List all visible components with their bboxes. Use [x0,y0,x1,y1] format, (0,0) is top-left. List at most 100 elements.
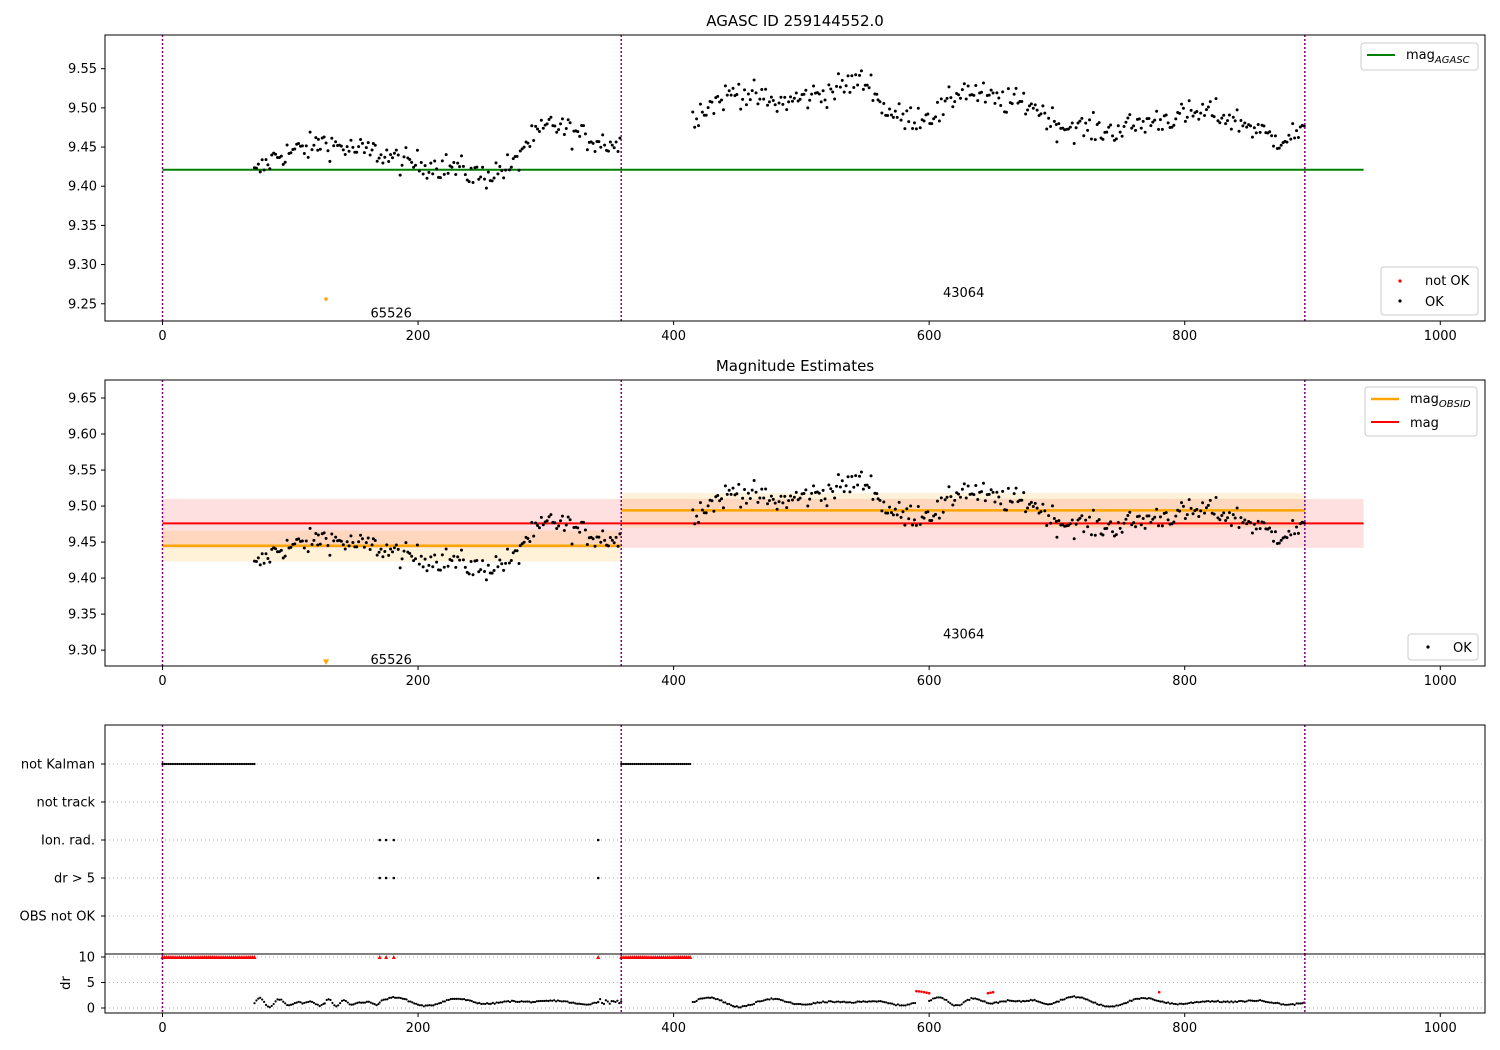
data-point [764,487,768,491]
data-point [616,544,620,548]
dr-point [892,1003,896,1006]
flag-point [211,762,214,766]
data-point [1049,521,1053,525]
dr-point [1122,1002,1126,1005]
dr-point [587,1003,590,1006]
dr-point [545,999,548,1002]
y-category-label: Ion. rad. [41,834,95,849]
data-point [1212,512,1216,516]
data-point [302,546,306,550]
flag-point [666,762,669,766]
dr-point [395,996,399,999]
dr-point [318,1004,321,1008]
data-point [720,497,724,501]
data-point [802,491,806,495]
data-point [989,88,993,92]
data-point [960,487,964,491]
dr-point [491,1001,494,1004]
data-point [875,492,879,496]
dr-point [1086,998,1089,1001]
plot-frame [104,34,1486,322]
dr-point [1237,999,1241,1003]
data-point [888,107,892,111]
dr-point [1236,1000,1239,1004]
data-point [1043,509,1047,513]
dr-point-not-ok [989,991,992,994]
dr-point [1191,1001,1195,1005]
dr-point [1061,998,1064,1001]
flag-point [216,762,220,766]
data-point [945,495,949,499]
data-point [993,500,997,504]
dr-point [530,1001,533,1004]
dr-point [1186,1002,1189,1005]
data-point [368,153,372,157]
data-point [316,533,320,537]
data-point [583,528,587,532]
data-point [1128,113,1132,117]
data-point [867,86,871,90]
dr-point [1002,1000,1006,1003]
data-point [787,100,791,104]
data-point [943,498,947,502]
data-point [1054,519,1058,523]
data-point [1078,516,1082,520]
data-point [444,547,448,551]
flag-point [643,762,646,766]
dr-point [1188,1001,1191,1005]
dr-point [731,1005,735,1008]
dr-point [595,1001,598,1005]
data-point [712,111,716,115]
data-point [502,176,506,180]
flag-point [378,838,382,842]
observation-id-label: 65526 [371,306,412,321]
legend-lower: not OK OK [1380,266,1479,316]
data-point [1204,108,1208,112]
dr-point [1107,1005,1110,1008]
dr-point [371,1002,374,1005]
data-point [366,536,370,540]
observation-id-label: 43064 [943,628,984,643]
data-point [957,492,961,496]
data-point [549,513,553,517]
data-point [798,496,802,500]
data-point [1086,128,1090,132]
dr-point [616,999,619,1002]
data-point [614,535,618,539]
data-point [766,502,770,506]
flag-point [687,762,690,766]
dr-point [393,996,397,999]
data-point [1151,517,1155,521]
data-point [530,124,534,128]
data-point [1203,113,1207,117]
data-point [314,531,318,535]
flag-point [675,762,678,766]
dr-point-not-ok [917,990,921,993]
data-point [1224,122,1228,126]
dr-point [837,1000,840,1003]
data-point [999,502,1003,506]
data-point [500,562,504,566]
flag-point [213,762,216,766]
dr-point [358,1001,361,1004]
data-point [576,526,580,530]
dr-point [1213,1000,1216,1003]
dr-point [1165,1001,1168,1005]
data-point [425,569,429,573]
data-point [461,558,465,562]
dr-point [346,1001,349,1004]
data-point [1111,530,1115,534]
data-point [1107,125,1111,129]
dr-point [480,1002,483,1006]
data-point [366,141,370,145]
dr-point [985,1001,988,1004]
data-point [1093,138,1097,142]
flag-point [660,762,663,766]
data-point [1111,134,1115,138]
dr-point [401,997,404,1000]
y-axis-label: dr [59,976,74,990]
data-point [1172,123,1176,127]
data-point [479,568,483,572]
